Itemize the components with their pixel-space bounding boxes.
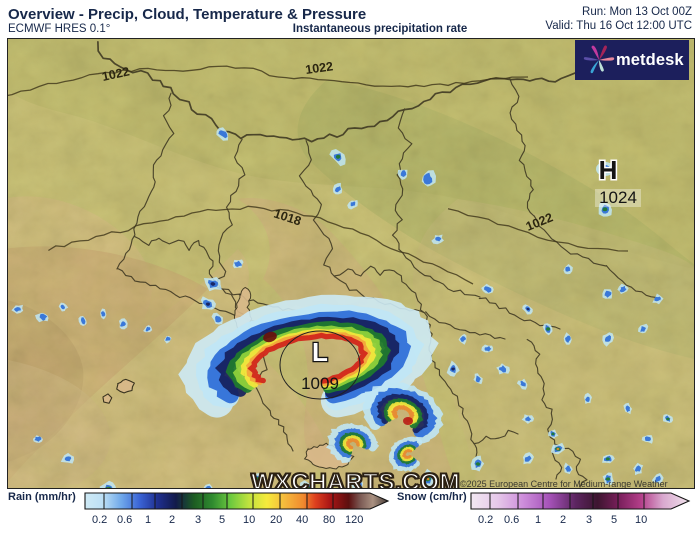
svg-text:1024: 1024: [599, 188, 637, 207]
svg-text:L: L: [312, 337, 328, 367]
svg-text:1009: 1009: [301, 374, 339, 393]
svg-text:H: H: [599, 155, 618, 185]
